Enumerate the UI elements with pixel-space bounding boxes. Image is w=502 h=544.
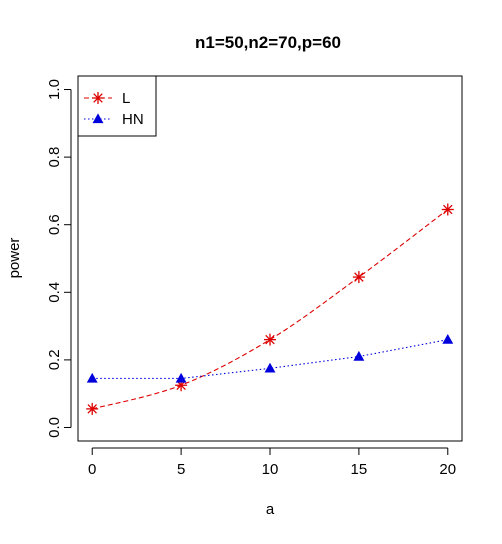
series-hn-point: [175, 372, 187, 383]
y-tick-label: 0.2: [46, 349, 63, 370]
marker-stroke: [443, 204, 453, 215]
legend-label-hn: HN: [122, 111, 144, 128]
y-tick-label: 0.6: [46, 214, 63, 235]
x-tick-label: 15: [351, 461, 368, 478]
y-tick-label: 1.0: [46, 79, 63, 100]
y-axis-label: power: [6, 238, 23, 279]
x-tick-label: 5: [177, 461, 185, 478]
series-l-point: [352, 271, 365, 284]
x-tick-label: 10: [262, 461, 279, 478]
y-tick-label: 0.0: [46, 417, 63, 438]
x-axis-label: a: [266, 501, 275, 518]
marker-stroke: [265, 334, 275, 345]
series-hn-point: [264, 362, 276, 373]
chart-title: n1=50,n2=70,p=60: [195, 33, 341, 52]
x-tick-label: 20: [439, 461, 456, 478]
y-tick-label: 0.4: [46, 282, 63, 303]
series-l-point: [86, 402, 99, 415]
y-axis: 0.0 0.2 0.4 0.6 0.8 1.0: [46, 79, 72, 438]
series-l: [86, 203, 454, 415]
series-l-point: [264, 333, 276, 346]
y-tick-label: 0.8: [46, 147, 63, 168]
marker-stroke: [87, 404, 97, 414]
legend-label-l: L: [122, 90, 130, 107]
series-l-point: [441, 203, 454, 216]
x-tick-label: 0: [88, 461, 96, 478]
series-layer: [86, 203, 454, 415]
series-hn: [86, 333, 454, 383]
plot-frame: [77, 75, 463, 442]
marker-stroke: [93, 93, 103, 103]
legend: L HN: [77, 75, 157, 137]
legend-marker-hn: [92, 113, 104, 124]
series-hn-point: [86, 372, 98, 383]
series-hn-point: [353, 350, 365, 361]
legend-box: [77, 75, 157, 137]
marker-stroke: [354, 272, 364, 282]
series-hn-point: [442, 333, 454, 344]
x-axis: 0 5 10 15 20: [88, 447, 456, 478]
legend-marker-l: [92, 92, 104, 104]
